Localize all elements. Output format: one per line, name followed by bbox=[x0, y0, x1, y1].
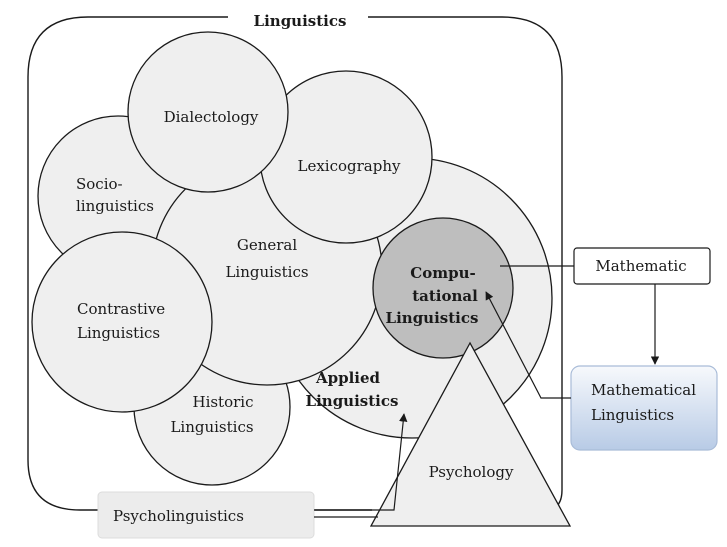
mathematical-linguistics-label-line2: Linguistics bbox=[591, 406, 674, 424]
psycholinguistics-to-applied-arrow bbox=[314, 413, 408, 511]
computational-linguistics-label-line2: tational bbox=[412, 287, 478, 305]
dialectology-circle bbox=[127, 31, 289, 193]
psycholinguistics-label: Psycholinguistics bbox=[113, 507, 244, 525]
mathematic-label: Mathematic bbox=[595, 257, 686, 275]
mathematical-linguistics-box bbox=[570, 365, 718, 451]
applied-linguistics-label-line2: Linguistics bbox=[306, 392, 399, 410]
applied-linguistics-label-line1: Applied bbox=[315, 369, 381, 387]
general-linguistics-label-line1: General bbox=[237, 236, 298, 254]
computational-linguistics-circle bbox=[372, 217, 514, 359]
computational-linguistics-label-line1: Compu- bbox=[410, 264, 475, 282]
lexicography-label: Lexicography bbox=[298, 157, 402, 175]
contrastive-linguistics-label-line2: Linguistics bbox=[77, 324, 160, 342]
psychology-label: Psychology bbox=[429, 463, 514, 481]
contrastive-linguistics-circle bbox=[31, 231, 213, 413]
linguistics-title: Linguistics bbox=[254, 12, 347, 30]
historic-linguistics-label-line1: Historic bbox=[192, 393, 253, 411]
sociolinguistics-label-line2: linguistics bbox=[76, 197, 154, 215]
mathling-to-computational-arrow bbox=[485, 291, 571, 399]
contrastive-linguistics-label-line1: Contrastive bbox=[77, 300, 165, 318]
general-linguistics-label-line2: Linguistics bbox=[225, 263, 308, 281]
psychology-triangle bbox=[369, 341, 572, 527]
sociolinguistics-label-line1: Socio- bbox=[76, 175, 123, 193]
psycholinguistics-box bbox=[97, 491, 315, 539]
dialectology-label: Dialectology bbox=[164, 108, 259, 126]
historic-linguistics-label-line2: Linguistics bbox=[170, 418, 253, 436]
computational-linguistics-label-line3: Linguistics bbox=[386, 309, 479, 327]
mathematical-linguistics-label-line1: Mathematical bbox=[591, 381, 696, 399]
